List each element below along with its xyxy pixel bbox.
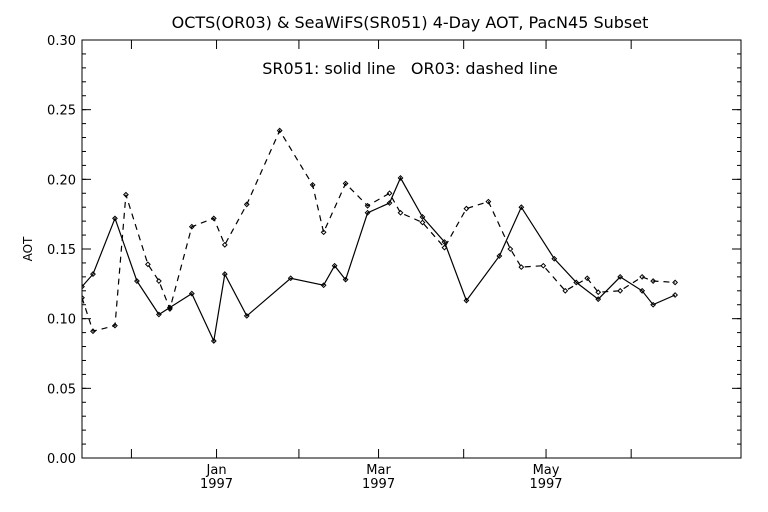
data-point-or03 (441, 244, 448, 251)
data-point-or03 (386, 190, 393, 197)
data-point-sr051 (419, 214, 426, 220)
data-point-or03 (210, 215, 217, 222)
y-tick-label: 0.10 (47, 313, 76, 328)
x-tick-month-label: May (533, 463, 560, 478)
y-tick-label: 0.25 (47, 104, 76, 119)
data-point-sr051 (82, 283, 85, 290)
data-point-sr051 (331, 262, 338, 269)
y-tick-label: 0.05 (47, 382, 76, 397)
data-point-sr051 (595, 296, 602, 303)
data-point-or03 (82, 294, 85, 301)
x-tick-month-label: Mar (366, 463, 391, 478)
data-point-or03 (309, 181, 316, 188)
data-point-or03 (507, 246, 514, 252)
series-layer (82, 127, 679, 344)
data-point-or03 (397, 209, 404, 216)
data-point-or03 (639, 273, 646, 280)
data-point-or03 (463, 205, 470, 212)
data-point-sr051 (364, 209, 371, 216)
data-point-sr051 (210, 338, 217, 344)
data-point-sr051 (188, 290, 195, 297)
data-point-sr051 (320, 282, 327, 289)
series-style-annotation: SR051: solid line OR03: dashed line (262, 59, 558, 78)
x-tick-year-label: 1997 (529, 477, 562, 492)
data-point-sr051 (397, 175, 404, 181)
series-line-or03 (82, 129, 676, 332)
data-point-or03 (485, 198, 492, 205)
data-point-sr051 (551, 255, 558, 262)
y-tick-label: 0.20 (47, 173, 76, 188)
data-point-or03 (112, 322, 118, 329)
data-point-or03 (166, 306, 173, 312)
data-point-or03 (123, 191, 129, 198)
chart-title: OCTS(OR03) & SeaWiFS(SR051) 4-Day AOT, P… (172, 13, 649, 32)
data-point-or03 (595, 289, 602, 296)
x-tick-month-label: Jan (206, 463, 227, 478)
data-point-or03 (188, 223, 195, 230)
data-point-sr051 (441, 239, 448, 245)
data-point-sr051 (287, 275, 294, 282)
data-point-or03 (584, 275, 591, 282)
data-point-or03 (342, 180, 349, 187)
data-point-sr051 (112, 215, 118, 222)
data-point-sr051 (639, 287, 646, 294)
data-point-sr051 (155, 311, 162, 318)
data-point-or03 (518, 264, 525, 271)
data-point-or03 (540, 262, 547, 269)
data-point-or03 (221, 241, 228, 248)
series-line-sr051 (82, 176, 676, 344)
data-point-or03 (419, 219, 426, 226)
y-tick-label: 0.15 (47, 243, 76, 258)
data-point-or03 (90, 328, 96, 335)
x-tick-year-label: 1997 (200, 477, 233, 492)
data-point-sr051 (463, 297, 470, 304)
data-point-sr051 (342, 276, 349, 283)
data-point-sr051 (221, 271, 228, 277)
data-point-or03 (672, 279, 679, 286)
data-point-or03 (650, 278, 657, 284)
plot-frame (81, 39, 742, 459)
data-point-or03 (364, 202, 371, 209)
x-tick-year-label: 1997 (362, 477, 395, 492)
data-point-sr051 (386, 200, 393, 206)
data-point-or03 (144, 261, 151, 268)
data-point-or03 (320, 229, 327, 236)
data-point-sr051 (90, 271, 96, 277)
data-point-sr051 (672, 292, 679, 298)
y-tick-label: 0.30 (47, 34, 76, 49)
data-point-sr051 (134, 278, 140, 284)
data-point-or03 (155, 278, 162, 284)
data-point-sr051 (650, 301, 657, 308)
data-point-or03 (562, 287, 569, 294)
data-point-or03 (276, 127, 283, 134)
data-point-sr051 (496, 253, 503, 259)
y-tick-label: 0.00 (47, 452, 76, 467)
data-point-sr051 (243, 312, 250, 319)
axes-layer: 0.000.050.100.150.200.250.30Jan1997Mar19… (47, 34, 741, 492)
y-axis-label: AOT (21, 236, 35, 261)
data-point-sr051 (573, 279, 580, 286)
data-point-or03 (617, 287, 624, 294)
data-point-sr051 (518, 204, 525, 211)
data-point-sr051 (617, 273, 624, 280)
data-point-or03 (243, 201, 250, 208)
